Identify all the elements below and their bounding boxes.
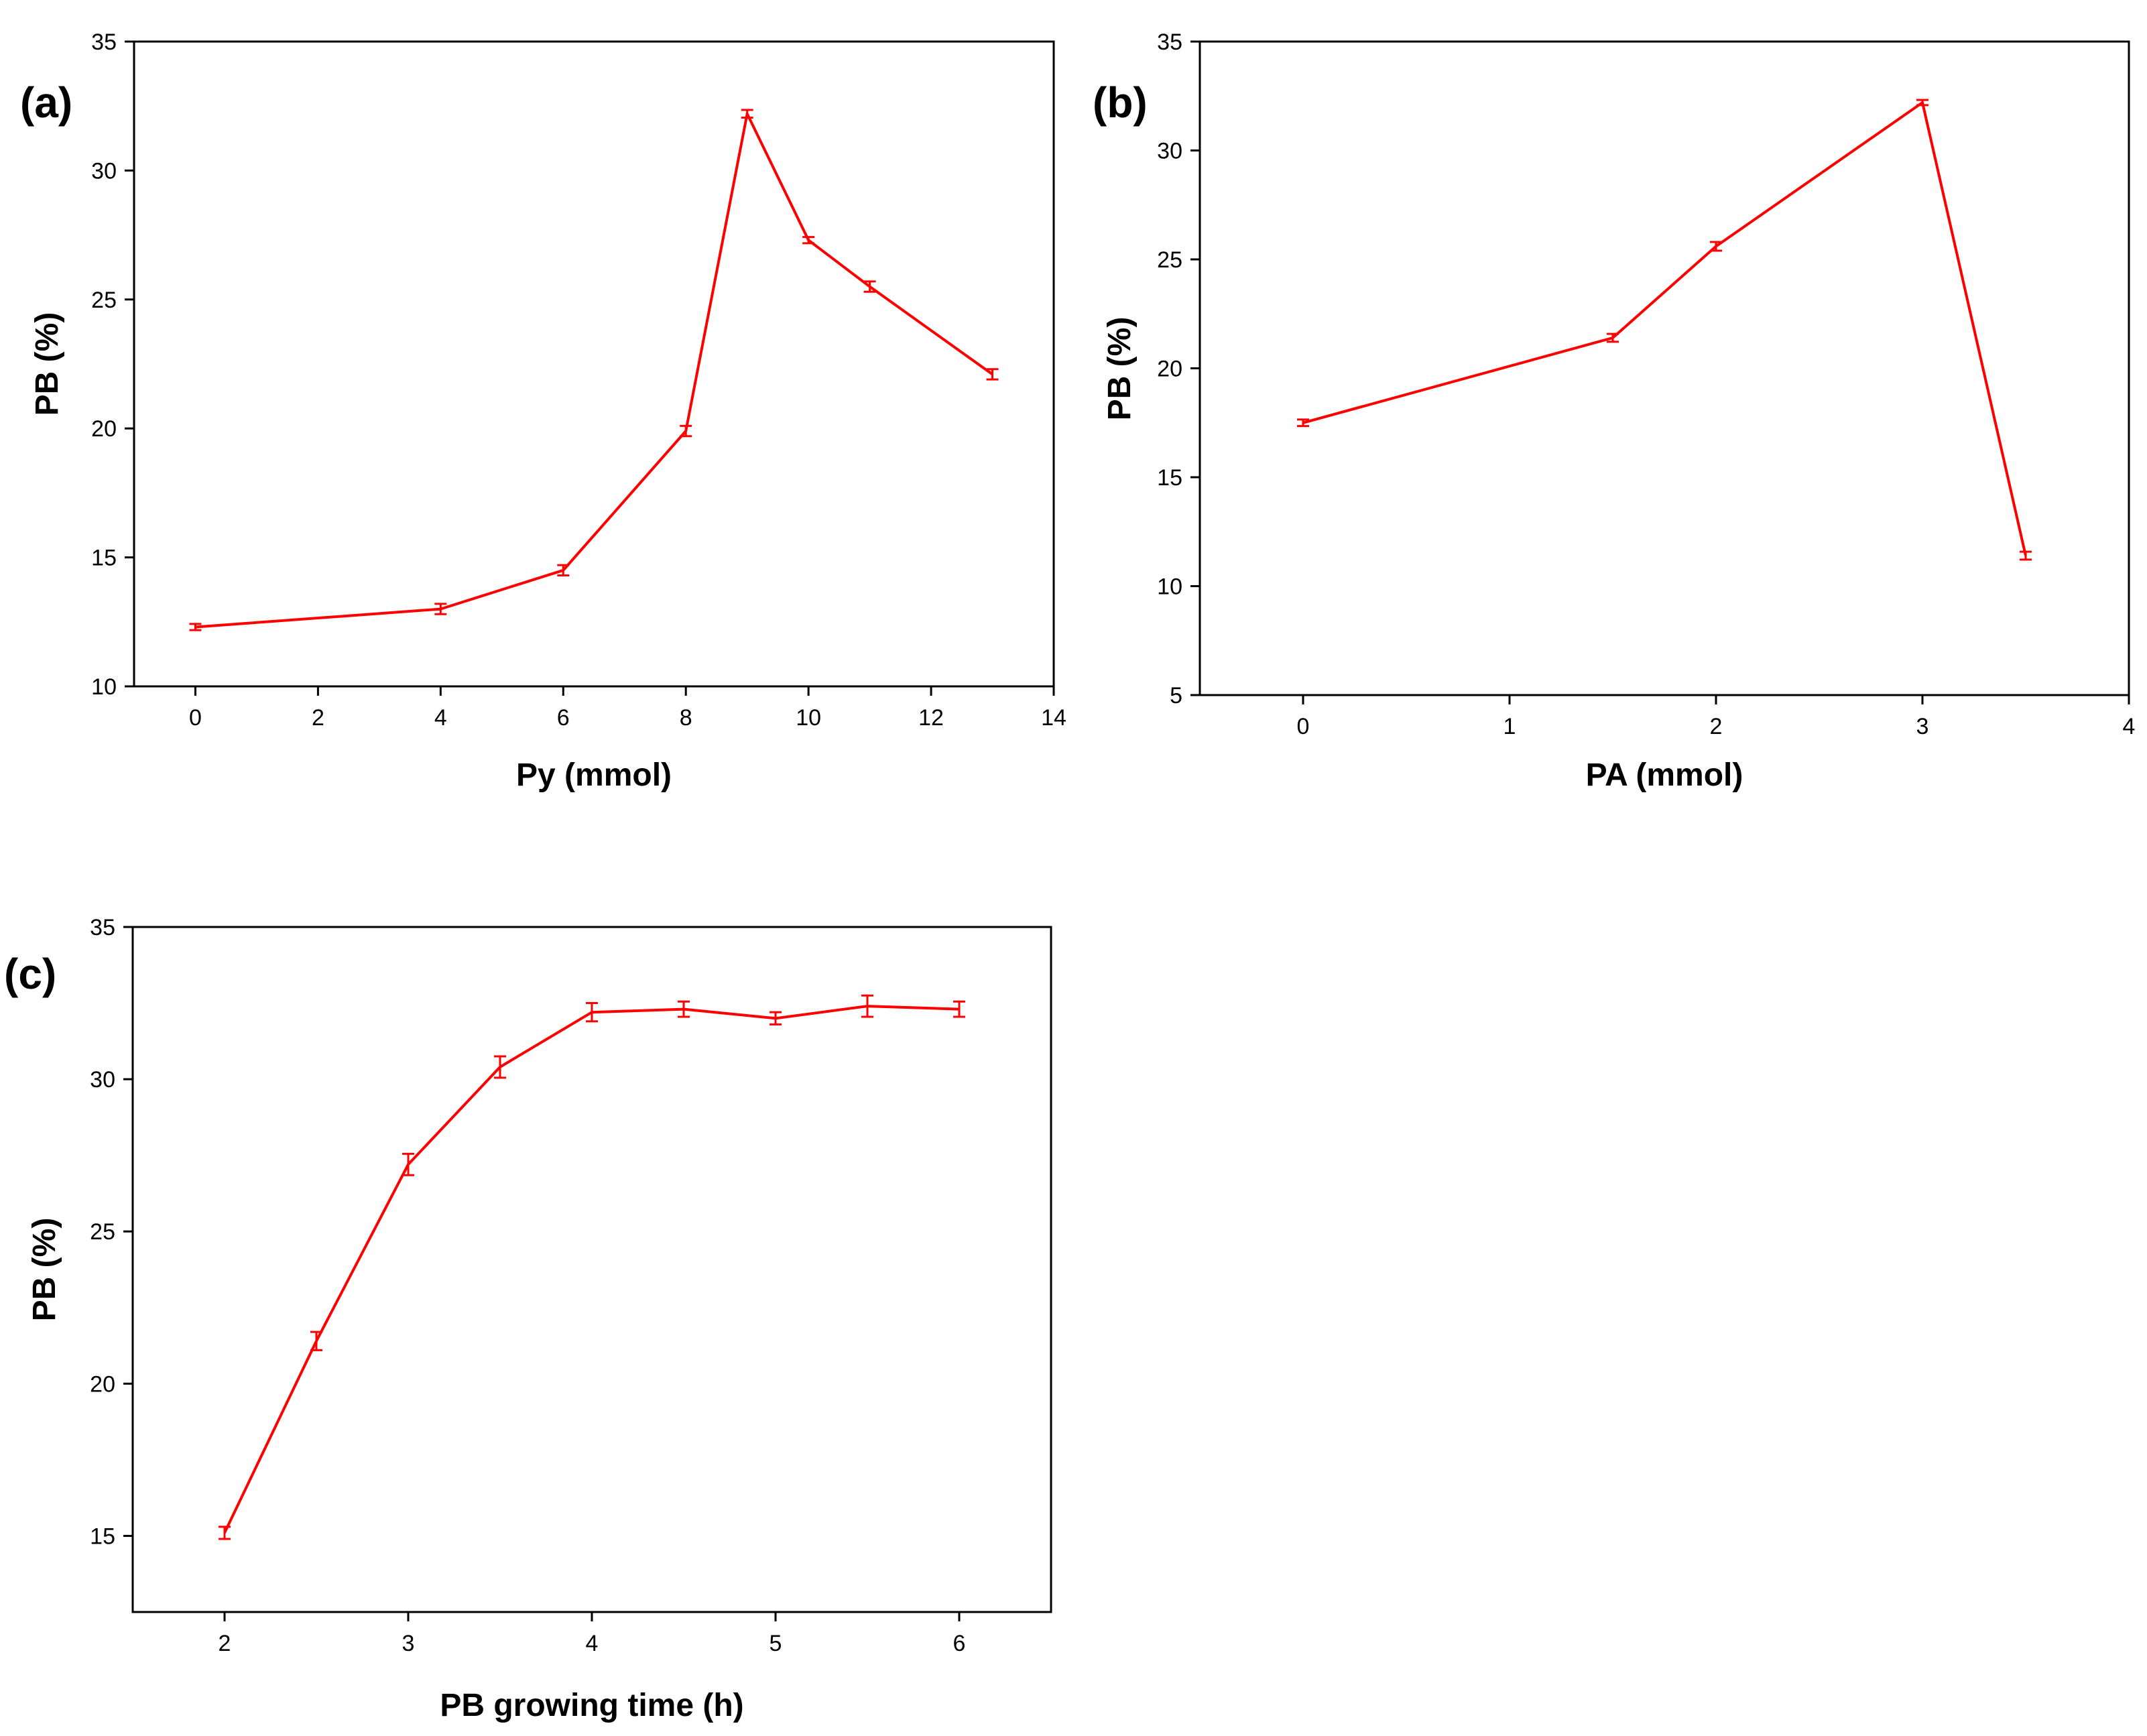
chart-panel-1: 5 10 15 20 25 30 35 0 1 2 3 4 PA (mmol) PB (%) (b) xyxy=(1093,29,2135,793)
series-line xyxy=(1302,101,2027,556)
x-tick-label: 2 xyxy=(1710,714,1723,739)
y-tick-label: 30 xyxy=(91,158,117,184)
y-tick-label: 25 xyxy=(90,1219,115,1245)
data-point xyxy=(189,623,202,631)
y-tick-label: 20 xyxy=(90,1371,115,1397)
x-tick-label: 6 xyxy=(953,1631,966,1656)
panel-label: (c) xyxy=(4,950,56,998)
data-point xyxy=(586,1002,598,1023)
data-point xyxy=(310,1330,322,1351)
x-tick-label: 2 xyxy=(312,705,324,731)
x-tick-label: 6 xyxy=(557,705,570,731)
y-tick-label: 10 xyxy=(1157,574,1182,600)
x-tick-label: 4 xyxy=(434,705,447,731)
data-point xyxy=(680,424,692,438)
series-line xyxy=(195,112,993,629)
y-axis-title: PB (%) xyxy=(29,312,65,416)
data-point xyxy=(1916,99,1928,107)
data-point xyxy=(434,603,447,615)
data-point xyxy=(402,1152,414,1176)
x-tick-label: 5 xyxy=(770,1631,782,1656)
y-tick-label: 25 xyxy=(91,288,117,313)
x-tick-label: 1 xyxy=(1504,714,1516,739)
x-tick-label: 8 xyxy=(680,705,692,731)
y-tick-label: 5 xyxy=(1170,683,1182,708)
data-point xyxy=(863,280,876,293)
x-axis-title: PB growing time (h) xyxy=(440,1688,743,1723)
data-point xyxy=(741,109,753,119)
data-point xyxy=(861,994,873,1018)
y-tick-label: 30 xyxy=(1157,139,1182,164)
plot-frame xyxy=(133,40,1055,688)
panel-label: (b) xyxy=(1093,78,1148,127)
y-tick-label: 35 xyxy=(91,29,117,55)
x-tick-label: 0 xyxy=(189,705,202,731)
y-tick-label: 35 xyxy=(90,915,115,940)
y-tick-label: 15 xyxy=(91,546,117,571)
plot-frame xyxy=(1199,40,2130,696)
y-axis-title: PB (%) xyxy=(27,1218,62,1322)
data-point xyxy=(219,1526,231,1540)
data-point xyxy=(770,1011,782,1026)
x-tick-label: 4 xyxy=(586,1631,599,1656)
data-point xyxy=(1607,332,1619,343)
data-point xyxy=(678,1000,690,1018)
x-axis-title: Py (mmol) xyxy=(516,757,672,793)
y-tick-label: 10 xyxy=(91,674,117,700)
x-tick-label: 3 xyxy=(1916,714,1929,739)
y-tick-label: 35 xyxy=(1157,29,1182,55)
data-point xyxy=(986,368,999,381)
data-point xyxy=(953,1000,965,1018)
y-tick-label: 15 xyxy=(1157,465,1182,491)
plot-frame xyxy=(131,926,1052,1613)
y-tick-label: 15 xyxy=(90,1524,115,1549)
x-tick-label: 10 xyxy=(796,705,821,731)
data-point xyxy=(2020,550,2032,561)
x-tick-label: 12 xyxy=(918,705,944,731)
chart-panel-2: 15 20 25 30 35 2 3 4 5 6 PB growing time (h) PB (%)… xyxy=(4,915,1052,1723)
y-tick-label: 20 xyxy=(1157,357,1182,382)
x-tick-label: 3 xyxy=(402,1631,415,1656)
x-tick-label: 14 xyxy=(1041,705,1066,731)
x-axis-title: PA (mmol) xyxy=(1586,757,1743,793)
data-point xyxy=(1710,241,1722,252)
data-point xyxy=(494,1055,506,1079)
y-axis-title: PB (%) xyxy=(1102,317,1138,421)
y-tick-label: 25 xyxy=(1157,247,1182,273)
data-point xyxy=(802,236,815,245)
data-point xyxy=(1297,418,1309,428)
series-line xyxy=(223,1005,960,1534)
x-tick-label: 4 xyxy=(2123,714,2136,739)
y-tick-label: 20 xyxy=(91,416,117,442)
x-tick-label: 2 xyxy=(219,1631,231,1656)
chart-panel-0: 10 15 20 25 30 35 0 2 4 6 8 10 12 14 Py (mmol) PB (%) (a… xyxy=(20,29,1066,793)
data-point xyxy=(557,564,570,577)
panel-label: (a) xyxy=(20,78,72,127)
y-tick-label: 30 xyxy=(90,1067,115,1093)
x-tick-label: 0 xyxy=(1297,714,1310,739)
